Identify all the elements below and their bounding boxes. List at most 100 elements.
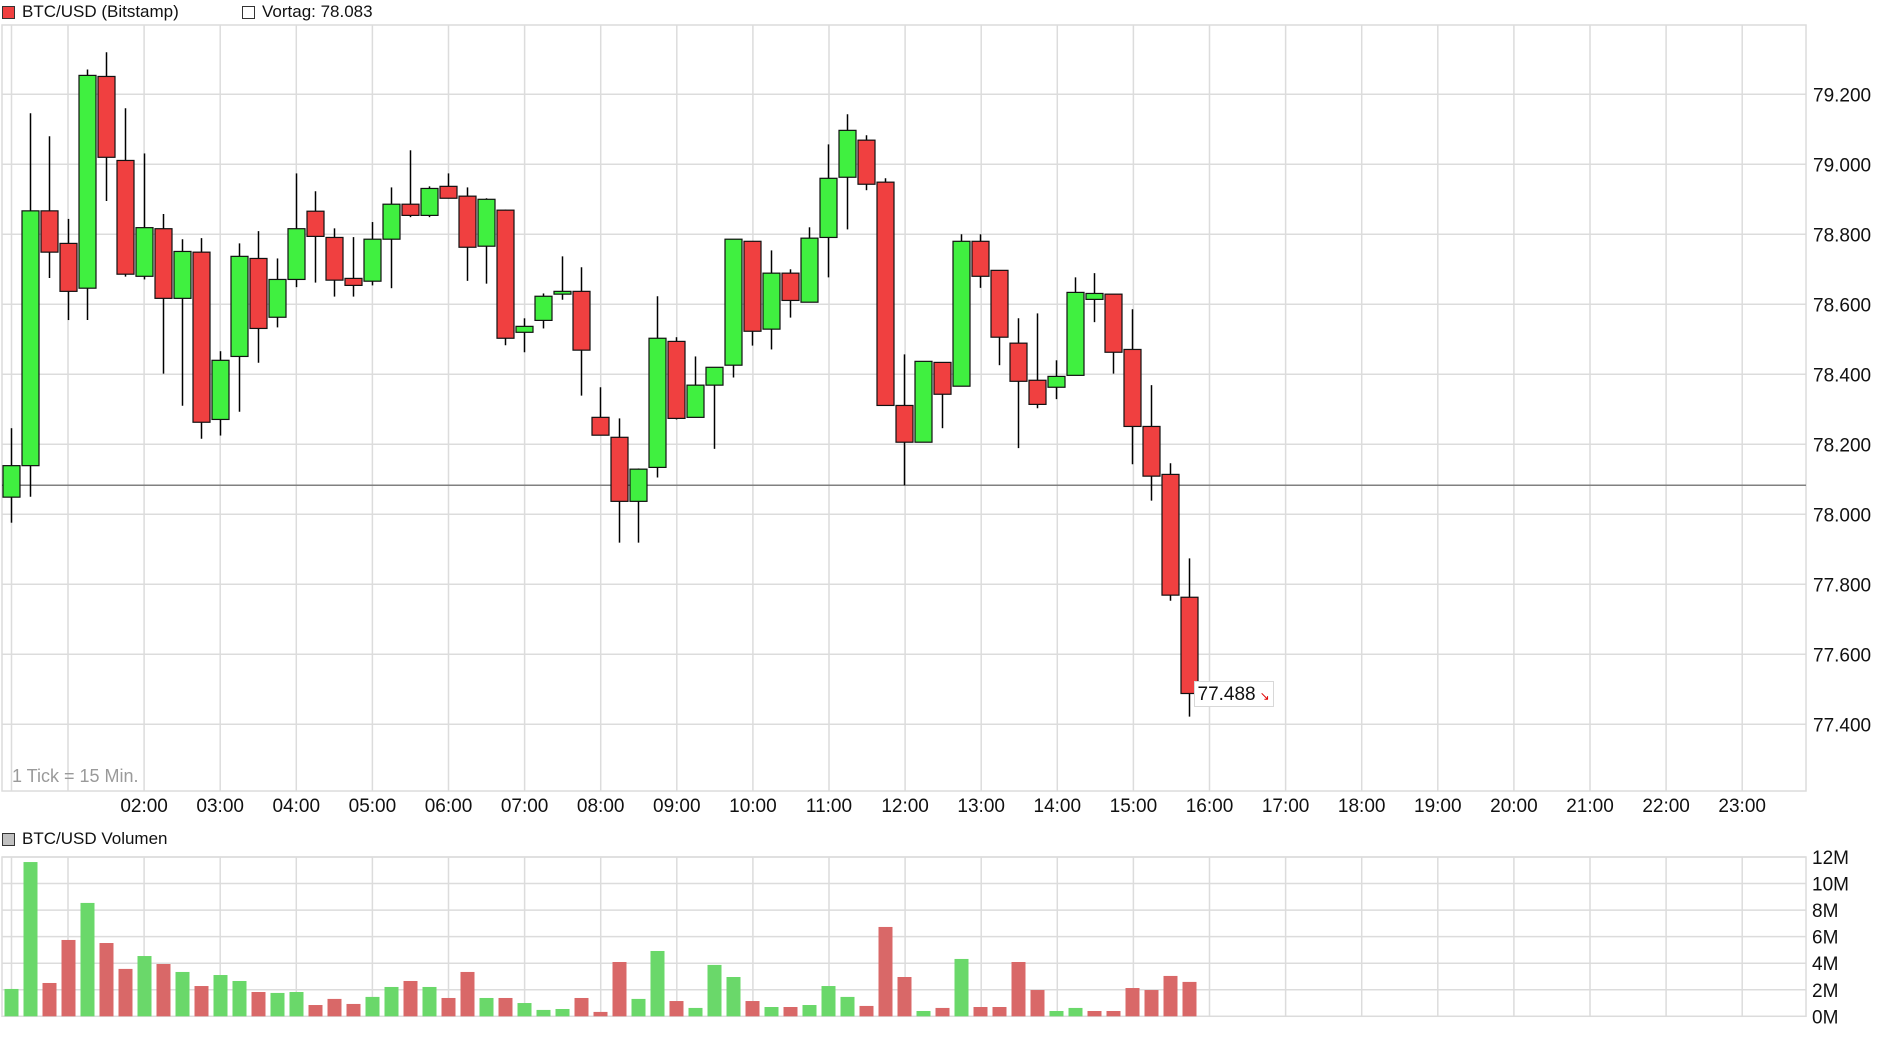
time-tick-label: 20:00 (1490, 796, 1538, 817)
volume-bar (498, 997, 513, 1017)
volume-bar (821, 986, 836, 1017)
volume-bar (1144, 990, 1159, 1017)
last-price-label: 77.488 ↘ (1193, 680, 1274, 707)
time-tick-label: 03:00 (196, 796, 244, 817)
time-tick-label: 19:00 (1414, 796, 1462, 817)
volume-bar (270, 992, 285, 1017)
volume-bar (650, 950, 665, 1017)
candle-up (838, 129, 857, 178)
volume-bar (916, 1010, 931, 1017)
volume-legend: BTC/USD Volumen (2, 829, 168, 849)
candle-up (287, 228, 306, 281)
price-axis: 77.400 77.600 77.800 78.000 78.200 78.400 78.6… (1813, 85, 1871, 736)
price-legend: BTC/USD (Bitstamp) (2, 2, 179, 22)
candle-down (572, 290, 591, 351)
candle-up (819, 177, 838, 239)
candle-down (971, 240, 990, 277)
candle-up (800, 237, 819, 303)
time-tick-label: 12:00 (881, 796, 929, 817)
candle-down (933, 361, 952, 395)
volume-swatch (2, 832, 15, 846)
candle-down (192, 251, 211, 423)
candle-down (1142, 425, 1161, 477)
volume-bar (783, 1007, 798, 1017)
candle-down (97, 75, 116, 158)
volume-bar (422, 986, 437, 1017)
candle-down (895, 404, 914, 443)
candle-down (610, 436, 629, 502)
price-tick-label: 77.600 (1813, 645, 1871, 666)
volume-tick-label: 10M (1812, 875, 1849, 896)
price-tick-label: 77.800 (1813, 575, 1871, 596)
volume-label: BTC/USD Volumen (22, 829, 168, 848)
volume-bar (802, 1005, 817, 1017)
volume-bar (536, 1009, 551, 1017)
time-tick-label: 14:00 (1034, 796, 1082, 817)
volume-bar (308, 1005, 323, 1017)
volume-bar (365, 996, 380, 1017)
volume-bar (23, 862, 38, 1017)
volume-bar (745, 1001, 760, 1017)
time-tick-label: 11:00 (806, 796, 852, 817)
price-tick-label: 79.000 (1813, 155, 1871, 176)
candle-up (686, 384, 705, 418)
candle-down (781, 272, 800, 302)
volume-bar (1163, 975, 1178, 1017)
time-tick-label: 10:00 (729, 796, 777, 817)
time-tick-label: 09:00 (653, 796, 701, 817)
volume-bar (42, 982, 57, 1017)
candle-up (21, 210, 40, 467)
price-tick-label: 77.400 (1813, 715, 1871, 736)
volume-bar (213, 975, 228, 1017)
volume-bar (289, 992, 304, 1017)
volume-bar (1011, 962, 1026, 1017)
volume-tick-label: 2M (1812, 981, 1838, 1002)
volume-bar (441, 997, 456, 1017)
candle-up (363, 238, 382, 282)
candle-down (154, 228, 173, 299)
volume-bar (954, 958, 969, 1017)
volume-bar (631, 998, 646, 1017)
volume-bar (137, 956, 152, 1017)
candle-down (1161, 473, 1180, 596)
candle-up (78, 74, 97, 289)
volume-bar (935, 1007, 950, 1017)
arrow-down-right-icon: ↘ (1259, 688, 1270, 703)
candle-down (116, 159, 135, 275)
volume-bar (878, 926, 893, 1017)
volume-bar (327, 998, 342, 1017)
volume-bar (346, 1003, 361, 1017)
volume-bar (175, 971, 190, 1017)
candle-up (724, 238, 743, 366)
candle-up (420, 187, 439, 216)
price-tick-label: 78.800 (1813, 225, 1871, 246)
time-axis: 02:00 03:00 04:00 05:00 06:00 07:00 08:00 09:00… (120, 796, 1766, 817)
volume-bar (764, 1007, 779, 1017)
volume-bar (1106, 1010, 1121, 1017)
candle-down (344, 277, 363, 286)
volume-bar (574, 997, 589, 1017)
candle-up (952, 240, 971, 387)
candle-down (496, 209, 515, 339)
time-tick-label: 23:00 (1718, 796, 1766, 817)
volume-bar (99, 943, 114, 1017)
volume-bar (479, 997, 494, 1017)
volume-bar (992, 1007, 1007, 1017)
candle-up (135, 227, 154, 277)
candle-down (325, 236, 344, 281)
prev-close-label: Vortag: 78.083 (262, 2, 373, 21)
last-price-value: 77.488 (1197, 683, 1256, 705)
time-tick-label: 04:00 (273, 796, 321, 817)
candle-down (667, 340, 686, 419)
candle-down (1123, 348, 1142, 428)
candlestick-series (2, 52, 1199, 717)
candle-up (553, 290, 572, 295)
time-tick-label: 17:00 (1262, 796, 1310, 817)
volume-tick-label: 8M (1812, 901, 1838, 922)
time-tick-label: 13:00 (957, 796, 1005, 817)
volume-tick-label: 12M (1812, 848, 1849, 869)
volume-bar (726, 977, 741, 1017)
time-tick-label: 08:00 (577, 796, 625, 817)
candle-up (2, 465, 21, 498)
